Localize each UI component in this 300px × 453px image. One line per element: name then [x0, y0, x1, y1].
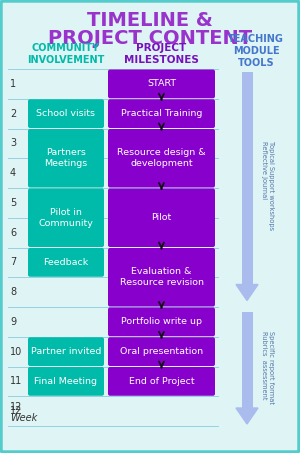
Text: 5: 5	[10, 198, 16, 208]
Text: START: START	[147, 79, 176, 88]
FancyBboxPatch shape	[108, 337, 215, 366]
Text: Resource design &
development: Resource design & development	[117, 149, 206, 168]
FancyBboxPatch shape	[108, 129, 215, 188]
Polygon shape	[236, 284, 258, 300]
Text: Pilot: Pilot	[152, 213, 172, 222]
Text: 3: 3	[10, 138, 16, 149]
Text: PROJECT CONTENT: PROJECT CONTENT	[48, 29, 252, 48]
Text: TIMELINE &: TIMELINE &	[87, 11, 213, 30]
Text: 9: 9	[10, 317, 16, 327]
Text: 12: 12	[10, 402, 22, 412]
Polygon shape	[236, 408, 258, 424]
FancyBboxPatch shape	[108, 188, 215, 247]
Text: Feedback: Feedback	[44, 258, 88, 267]
FancyBboxPatch shape	[108, 367, 215, 396]
Text: 4: 4	[10, 168, 16, 178]
FancyBboxPatch shape	[28, 248, 104, 277]
Text: School visits: School visits	[37, 109, 95, 118]
FancyBboxPatch shape	[28, 337, 104, 366]
Text: Portfolio write up: Portfolio write up	[121, 318, 202, 326]
FancyBboxPatch shape	[108, 248, 215, 307]
Text: 2: 2	[10, 109, 16, 119]
Text: Topical Support workshops
Reflective Journal: Topical Support workshops Reflective Jou…	[261, 141, 274, 231]
Text: 1: 1	[10, 79, 16, 89]
FancyBboxPatch shape	[108, 308, 215, 336]
Text: 12: 12	[10, 406, 22, 416]
Text: 8: 8	[10, 287, 16, 297]
FancyBboxPatch shape	[108, 69, 215, 98]
Text: End of Project: End of Project	[129, 377, 194, 386]
FancyBboxPatch shape	[28, 129, 104, 188]
Text: 7: 7	[10, 257, 16, 267]
FancyBboxPatch shape	[28, 367, 104, 396]
Text: COMMUNITY
INVOLVEMENT: COMMUNITY INVOLVEMENT	[27, 43, 105, 65]
Text: Pilot in
Community: Pilot in Community	[39, 208, 93, 227]
Text: Final Meeting: Final Meeting	[34, 377, 98, 386]
FancyBboxPatch shape	[28, 188, 104, 247]
Text: 10: 10	[10, 347, 22, 357]
Text: 6: 6	[10, 227, 16, 238]
Text: Specific report format
Rubrics  assessment: Specific report format Rubrics assessmen…	[261, 331, 274, 404]
Text: 11: 11	[10, 376, 22, 386]
Text: PROJECT
MILESTONES: PROJECT MILESTONES	[124, 43, 199, 65]
FancyBboxPatch shape	[28, 99, 104, 128]
Text: Oral presentation: Oral presentation	[120, 347, 203, 356]
Text: Practical Training: Practical Training	[121, 109, 202, 118]
Text: Partner invited: Partner invited	[31, 347, 101, 356]
Text: TEACHING
MODULE
TOOLS: TEACHING MODULE TOOLS	[228, 34, 284, 68]
Text: Week: Week	[10, 413, 37, 423]
FancyBboxPatch shape	[108, 99, 215, 128]
Bar	[242, 72, 253, 284]
Text: Evaluation &
Resource revision: Evaluation & Resource revision	[119, 267, 203, 287]
Bar	[242, 312, 253, 408]
Text: Partners
Meetings: Partners Meetings	[44, 149, 88, 168]
